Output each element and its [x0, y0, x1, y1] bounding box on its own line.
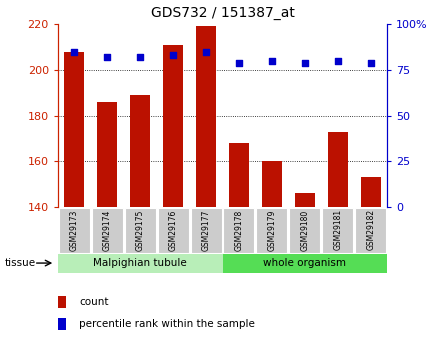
- Text: GSM29182: GSM29182: [366, 209, 375, 250]
- Text: count: count: [79, 297, 109, 307]
- Text: GSM29179: GSM29179: [267, 209, 276, 251]
- Text: percentile rank within the sample: percentile rank within the sample: [79, 319, 255, 329]
- Point: [71, 49, 78, 54]
- Point: [334, 58, 341, 63]
- Text: GSM29177: GSM29177: [202, 209, 210, 251]
- Text: GSM29174: GSM29174: [103, 209, 112, 251]
- Bar: [163, 45, 183, 207]
- Text: Malpighian tubule: Malpighian tubule: [93, 258, 187, 268]
- FancyBboxPatch shape: [59, 208, 90, 253]
- FancyBboxPatch shape: [92, 208, 123, 253]
- Bar: [328, 131, 348, 207]
- Title: GDS732 / 151387_at: GDS732 / 151387_at: [150, 6, 295, 20]
- FancyBboxPatch shape: [256, 208, 287, 253]
- Bar: [295, 193, 315, 207]
- Text: whole organism: whole organism: [263, 258, 346, 268]
- Bar: [229, 143, 249, 207]
- Point: [104, 54, 111, 60]
- Text: tissue: tissue: [4, 258, 36, 268]
- FancyBboxPatch shape: [322, 208, 353, 253]
- FancyBboxPatch shape: [125, 208, 156, 253]
- Bar: [222, 254, 387, 273]
- FancyBboxPatch shape: [158, 208, 189, 253]
- Bar: [130, 95, 150, 207]
- Text: GSM29176: GSM29176: [169, 209, 178, 251]
- FancyBboxPatch shape: [289, 208, 320, 253]
- Point: [235, 60, 243, 65]
- Point: [367, 60, 374, 65]
- Bar: [58, 296, 66, 308]
- Bar: [262, 161, 282, 207]
- Text: GSM29178: GSM29178: [235, 209, 243, 250]
- Bar: [58, 254, 222, 273]
- Point: [268, 58, 275, 63]
- Point: [301, 60, 308, 65]
- Bar: [58, 318, 66, 330]
- Point: [137, 54, 144, 60]
- Bar: [97, 102, 117, 207]
- Bar: [361, 177, 380, 207]
- Text: GSM29173: GSM29173: [70, 209, 79, 251]
- Text: GSM29181: GSM29181: [333, 209, 342, 250]
- Text: GSM29175: GSM29175: [136, 209, 145, 251]
- Text: GSM29180: GSM29180: [300, 209, 309, 250]
- Bar: [196, 27, 216, 207]
- Bar: [65, 51, 84, 207]
- FancyBboxPatch shape: [190, 208, 222, 253]
- FancyBboxPatch shape: [355, 208, 386, 253]
- Point: [202, 49, 210, 54]
- Point: [170, 52, 177, 58]
- FancyBboxPatch shape: [223, 208, 255, 253]
